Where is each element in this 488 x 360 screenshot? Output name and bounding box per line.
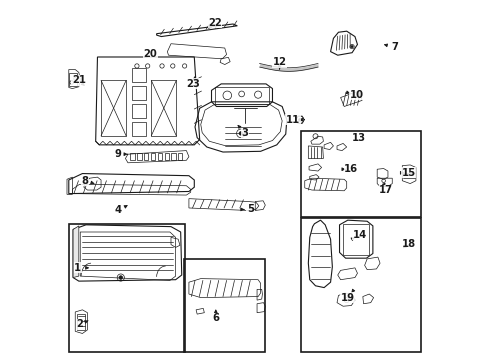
Bar bbox=[130, 153, 135, 160]
Bar bbox=[151, 80, 176, 136]
Circle shape bbox=[119, 276, 122, 279]
Text: 8: 8 bbox=[81, 176, 88, 186]
Text: 13: 13 bbox=[351, 133, 365, 143]
Bar bbox=[301, 218, 420, 352]
Text: 4: 4 bbox=[115, 206, 122, 216]
Bar bbox=[183, 259, 265, 352]
Bar bbox=[77, 314, 85, 330]
Bar bbox=[69, 224, 185, 352]
Text: 7: 7 bbox=[391, 42, 398, 52]
Text: 17: 17 bbox=[378, 185, 392, 195]
Bar bbox=[131, 122, 145, 136]
Text: 5: 5 bbox=[246, 204, 253, 215]
Polygon shape bbox=[73, 226, 79, 278]
Text: 12: 12 bbox=[272, 57, 286, 67]
Bar bbox=[137, 153, 142, 160]
Bar bbox=[301, 131, 420, 217]
Bar bbox=[164, 153, 168, 160]
Bar bbox=[215, 87, 268, 104]
Text: 22: 22 bbox=[208, 18, 222, 28]
Circle shape bbox=[239, 132, 242, 135]
Circle shape bbox=[298, 118, 301, 121]
Bar bbox=[178, 153, 182, 160]
Text: 15: 15 bbox=[401, 168, 415, 178]
Text: 19: 19 bbox=[340, 293, 354, 303]
Bar bbox=[69, 73, 77, 86]
Bar bbox=[101, 80, 126, 136]
Bar bbox=[144, 153, 148, 160]
Text: 18: 18 bbox=[401, 239, 415, 249]
Bar bbox=[171, 153, 175, 160]
Bar bbox=[343, 224, 368, 255]
Bar bbox=[151, 153, 155, 160]
Bar bbox=[131, 104, 145, 118]
Text: 1: 1 bbox=[74, 263, 81, 273]
Bar bbox=[131, 68, 145, 82]
Circle shape bbox=[350, 45, 352, 48]
Bar bbox=[131, 86, 145, 100]
Text: 11: 11 bbox=[285, 115, 300, 125]
Text: 14: 14 bbox=[352, 230, 366, 239]
Text: 23: 23 bbox=[186, 79, 200, 89]
Bar bbox=[158, 153, 162, 160]
Text: 21: 21 bbox=[72, 75, 86, 85]
Text: 20: 20 bbox=[143, 49, 157, 59]
Text: 6: 6 bbox=[212, 313, 219, 323]
Text: 10: 10 bbox=[348, 90, 363, 100]
Text: 16: 16 bbox=[344, 164, 358, 174]
Text: 3: 3 bbox=[241, 129, 248, 138]
Text: 9: 9 bbox=[115, 149, 122, 159]
Text: 2: 2 bbox=[76, 319, 83, 329]
